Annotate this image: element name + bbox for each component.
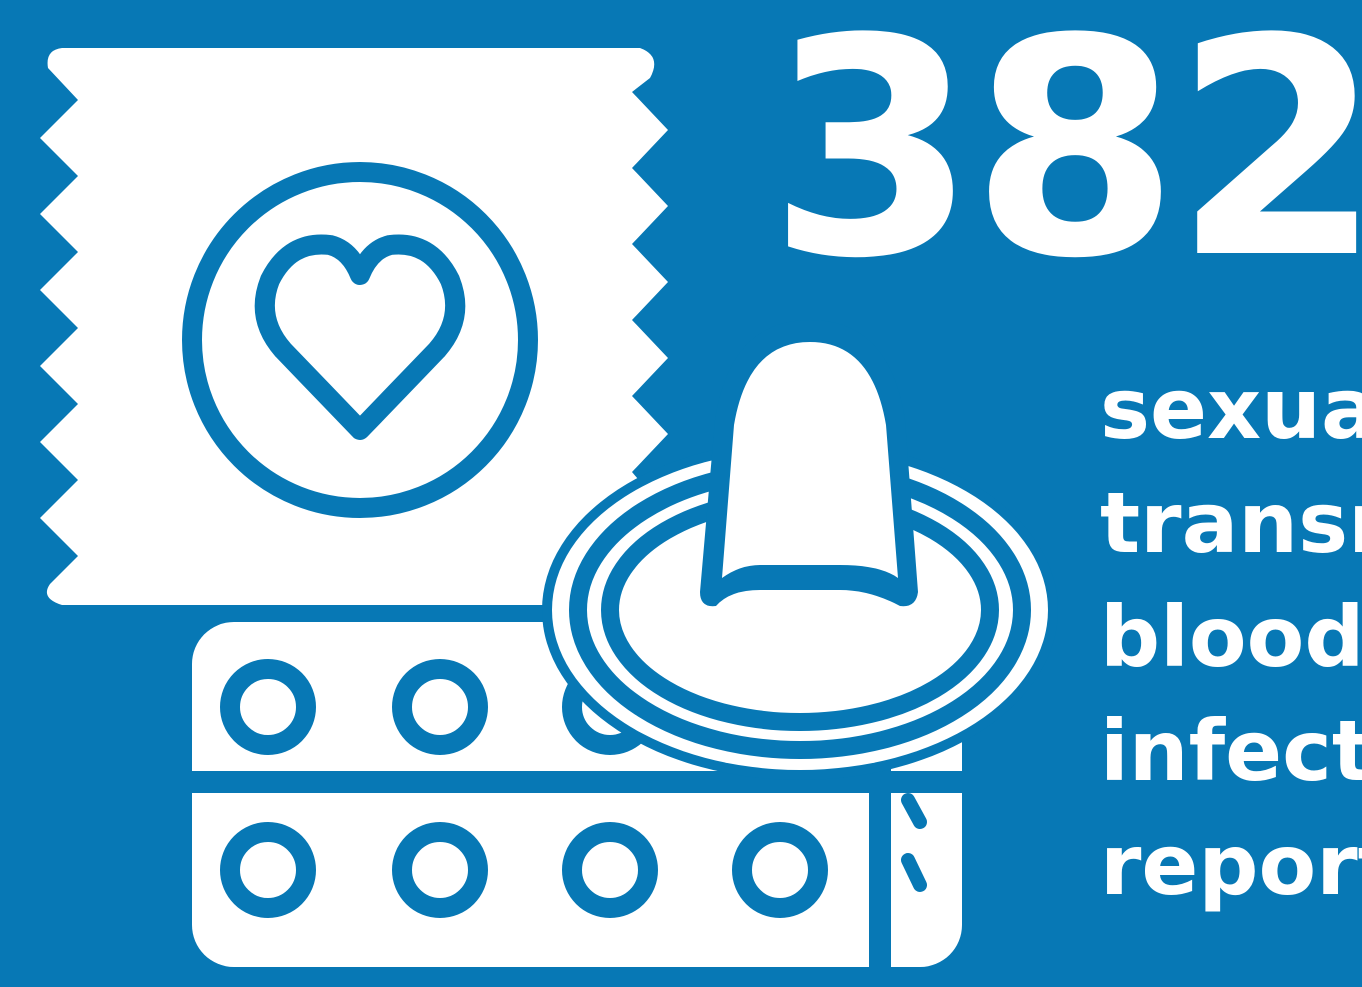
stat-label: sexua transm blood infect report — [1100, 352, 1362, 922]
condom-wrapper-icon — [40, 48, 668, 605]
stat-label-line: blood — [1100, 588, 1362, 686]
sexual-health-illustration — [40, 48, 1058, 967]
heart-icon — [182, 162, 538, 518]
stat-number: 382 — [768, 0, 1362, 324]
stat-label-line: infect — [1100, 702, 1362, 800]
condom-icon — [542, 320, 1058, 780]
stat-label-line: transm — [1100, 474, 1362, 572]
stat-label-line: sexua — [1100, 360, 1362, 458]
stat-label-line: report — [1100, 816, 1362, 914]
